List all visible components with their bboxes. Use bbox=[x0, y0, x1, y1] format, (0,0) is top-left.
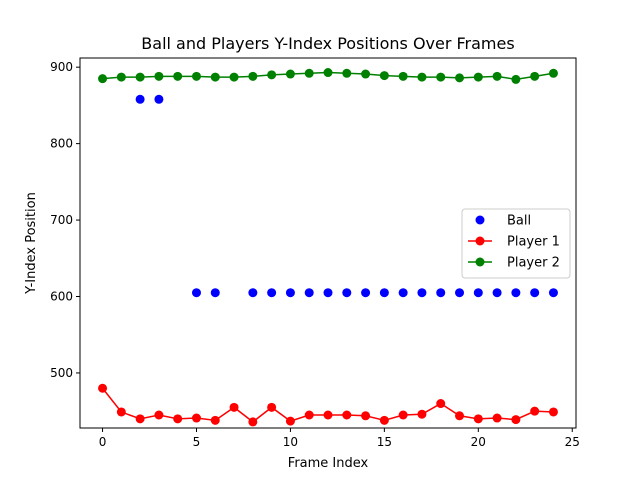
ball-point bbox=[286, 288, 295, 297]
x-tick-label: 20 bbox=[471, 435, 486, 449]
player-2-point bbox=[324, 68, 333, 77]
ball-point bbox=[380, 288, 389, 297]
player-2-point bbox=[436, 73, 445, 82]
player-1-point bbox=[98, 384, 107, 393]
player-2-point bbox=[117, 73, 126, 82]
player-1-point bbox=[324, 411, 333, 420]
ball-point bbox=[493, 288, 502, 297]
player-1-point bbox=[286, 417, 295, 426]
player-1-point bbox=[211, 416, 220, 425]
ball-point bbox=[192, 288, 201, 297]
player-1-point bbox=[136, 414, 145, 423]
player-2-point bbox=[267, 70, 276, 79]
player-1-point bbox=[342, 411, 351, 420]
legend-marker bbox=[476, 258, 485, 267]
legend-label: Ball bbox=[507, 214, 531, 229]
player-2-point bbox=[286, 70, 295, 79]
player-2-point bbox=[474, 73, 483, 82]
player-2-point bbox=[549, 69, 558, 78]
x-tick-label: 25 bbox=[565, 435, 580, 449]
player-2-point bbox=[530, 72, 539, 81]
player-1-point bbox=[511, 415, 520, 424]
ball-point bbox=[154, 95, 163, 104]
x-tick-label: 5 bbox=[193, 435, 201, 449]
x-tick-label: 10 bbox=[283, 435, 298, 449]
ball-point bbox=[511, 288, 520, 297]
player-1-point bbox=[192, 414, 201, 423]
player-2-point bbox=[305, 69, 314, 78]
player-1-point bbox=[173, 414, 182, 423]
y-tick-label: 900 bbox=[50, 60, 73, 74]
player-2-point bbox=[211, 73, 220, 82]
player-1-point bbox=[417, 410, 426, 419]
ball-point bbox=[211, 288, 220, 297]
x-axis-label: Frame Index bbox=[288, 456, 369, 471]
ball-point bbox=[549, 288, 558, 297]
y-axis-label: Y-Index Position bbox=[24, 192, 39, 295]
ball-point bbox=[248, 288, 257, 297]
ball-point bbox=[474, 288, 483, 297]
ball-point bbox=[136, 95, 145, 104]
ball-point bbox=[324, 288, 333, 297]
player-2-point bbox=[173, 72, 182, 81]
y-tick-label: 800 bbox=[50, 137, 73, 151]
player-1-point bbox=[248, 417, 257, 426]
player-2-point bbox=[399, 72, 408, 81]
ball-point bbox=[436, 288, 445, 297]
player-1-point bbox=[305, 411, 314, 420]
ball-point bbox=[361, 288, 370, 297]
player-1-point bbox=[399, 411, 408, 420]
legend-marker bbox=[476, 216, 485, 225]
player-1-point bbox=[493, 414, 502, 423]
series-player-1 bbox=[98, 384, 558, 427]
ball-point bbox=[530, 288, 539, 297]
x-tick-label: 0 bbox=[99, 435, 107, 449]
ball-point bbox=[342, 288, 351, 297]
player-1-point bbox=[549, 407, 558, 416]
player-2-point bbox=[136, 73, 145, 82]
player-2-point bbox=[230, 73, 239, 82]
ball-point bbox=[267, 288, 276, 297]
x-tick-label: 15 bbox=[377, 435, 392, 449]
player-1-point bbox=[474, 414, 483, 423]
player-1-point bbox=[230, 403, 239, 412]
player-2-point bbox=[248, 72, 257, 81]
y-tick-label: 700 bbox=[50, 213, 73, 227]
ball-point bbox=[399, 288, 408, 297]
player-2-point bbox=[342, 69, 351, 78]
y-tick-label: 500 bbox=[50, 366, 73, 380]
chart-title: Ball and Players Y-Index Positions Over … bbox=[141, 34, 514, 53]
player-1-point bbox=[267, 403, 276, 412]
player-2-point bbox=[417, 73, 426, 82]
player-2-point bbox=[455, 73, 464, 82]
player-2-point bbox=[98, 74, 107, 83]
player-2-point bbox=[511, 75, 520, 84]
player-1-point bbox=[455, 411, 464, 420]
legend-label: Player 2 bbox=[507, 256, 560, 271]
ball-point bbox=[305, 288, 314, 297]
y-tick-label: 600 bbox=[50, 290, 73, 304]
legend-marker bbox=[476, 237, 485, 246]
player-1-point bbox=[154, 411, 163, 420]
player-2-point bbox=[361, 70, 370, 79]
ball-point bbox=[455, 288, 464, 297]
player-2-point bbox=[493, 72, 502, 81]
series-player-2 bbox=[98, 68, 558, 84]
legend: Ball Player 1 Player 2 bbox=[462, 209, 570, 278]
player-1-point bbox=[530, 407, 539, 416]
player-2-point bbox=[192, 72, 201, 81]
legend-label: Player 1 bbox=[507, 235, 560, 250]
player-1-point bbox=[117, 407, 126, 416]
player-1-point bbox=[380, 416, 389, 425]
player-1-point bbox=[361, 411, 370, 420]
player-2-point bbox=[380, 71, 389, 80]
player-1-point bbox=[436, 399, 445, 408]
ball-point bbox=[417, 288, 426, 297]
player-2-point bbox=[154, 72, 163, 81]
